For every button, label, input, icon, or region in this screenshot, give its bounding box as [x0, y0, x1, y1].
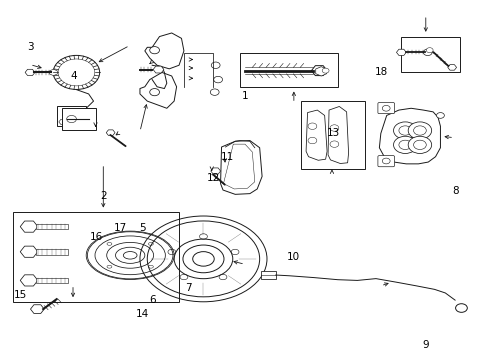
Text: 6: 6 — [149, 295, 155, 305]
Text: 2: 2 — [100, 191, 107, 201]
Text: 17: 17 — [114, 224, 127, 233]
Text: 14: 14 — [136, 310, 149, 319]
Circle shape — [322, 68, 329, 73]
Text: 11: 11 — [221, 152, 235, 162]
Text: 13: 13 — [326, 129, 340, 138]
Circle shape — [456, 304, 467, 312]
Polygon shape — [379, 108, 441, 164]
Polygon shape — [140, 72, 176, 108]
Ellipse shape — [437, 113, 444, 118]
Circle shape — [414, 140, 426, 149]
Circle shape — [399, 126, 412, 135]
Circle shape — [426, 48, 433, 53]
Text: 5: 5 — [139, 224, 146, 233]
Text: 4: 4 — [71, 71, 77, 81]
Text: 16: 16 — [89, 232, 102, 242]
Circle shape — [408, 122, 432, 139]
Text: 9: 9 — [422, 340, 429, 350]
Text: 3: 3 — [26, 42, 33, 52]
Bar — [301, 101, 365, 169]
Bar — [62, 108, 96, 130]
FancyBboxPatch shape — [261, 271, 276, 279]
Text: 18: 18 — [375, 67, 389, 77]
Circle shape — [211, 62, 220, 68]
Circle shape — [393, 122, 417, 139]
Text: 1: 1 — [242, 91, 248, 101]
Circle shape — [399, 140, 412, 149]
Polygon shape — [145, 33, 184, 69]
Circle shape — [423, 49, 432, 55]
Bar — [401, 37, 460, 72]
Circle shape — [393, 136, 417, 153]
Circle shape — [150, 89, 159, 96]
Bar — [13, 212, 179, 302]
Bar — [36, 224, 68, 229]
Polygon shape — [328, 107, 348, 163]
Circle shape — [150, 46, 159, 54]
Text: 7: 7 — [186, 283, 192, 293]
Text: 12: 12 — [207, 173, 220, 183]
Text: 15: 15 — [14, 290, 27, 300]
Bar — [36, 249, 68, 255]
Circle shape — [214, 76, 222, 83]
Bar — [36, 278, 68, 283]
FancyBboxPatch shape — [378, 156, 394, 167]
Polygon shape — [220, 140, 262, 194]
FancyBboxPatch shape — [378, 103, 394, 114]
Bar — [240, 53, 338, 87]
Polygon shape — [306, 110, 327, 160]
Circle shape — [408, 136, 432, 153]
FancyBboxPatch shape — [57, 107, 86, 126]
Text: 10: 10 — [287, 252, 300, 262]
Text: 8: 8 — [452, 186, 459, 196]
Circle shape — [210, 89, 219, 95]
Circle shape — [414, 126, 426, 135]
